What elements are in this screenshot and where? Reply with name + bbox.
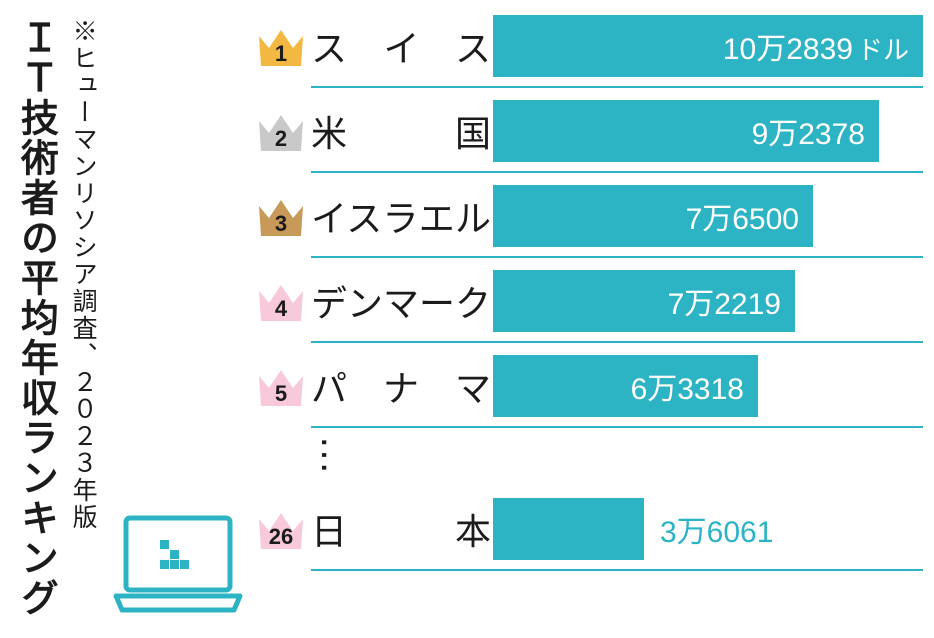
chart-title: ＩＴ技術者の平均年収ランキング: [10, 18, 59, 628]
ranking-row: 4 デンマーク 7万2219: [255, 265, 923, 337]
ellipsis: …: [255, 435, 923, 487]
chart-source: ※ヒューマンリソシア調査、２０２３年版: [65, 18, 99, 628]
country-name: パナマ: [311, 360, 491, 412]
country-name: スイス: [311, 20, 491, 72]
bar-value: 10万2839ドル: [723, 24, 909, 68]
rank-crown-icon: 2: [255, 107, 307, 155]
bar-value: 6万3318: [631, 364, 744, 408]
ranking-row: 26 日 本 3万6061: [255, 493, 923, 565]
bar-area: 10万2839ドル: [493, 15, 923, 77]
svg-text:1: 1: [275, 41, 287, 66]
row-underline: [311, 86, 923, 88]
rank-crown-icon: 3: [255, 192, 307, 240]
rank-crown-icon: 4: [255, 277, 307, 325]
bar-value: 3万6061: [660, 507, 773, 551]
svg-text:5: 5: [275, 381, 287, 406]
row-underline: [311, 171, 923, 173]
rank-crown-icon: 5: [255, 362, 307, 410]
row-underline: [311, 426, 923, 428]
country-name: イスラエル: [311, 190, 491, 242]
country-name: デンマーク: [311, 275, 491, 327]
bar-value: 7万6500: [686, 194, 799, 238]
rank-crown-icon: 26: [255, 505, 307, 553]
bar-value: 9万2378: [752, 109, 865, 153]
svg-text:26: 26: [269, 524, 293, 549]
rank-crown-icon: 1: [255, 22, 307, 70]
ranking-row: 1 スイス 10万2839ドル: [255, 10, 923, 82]
ranking-chart: 1 スイス 10万2839ドル 2 米 国 9万2378 3 イスラエル 7万6…: [255, 10, 923, 578]
ranking-row: 3 イスラエル 7万6500: [255, 180, 923, 252]
ranking-row: 2 米 国 9万2378: [255, 95, 923, 167]
ranking-row: 5 パナマ 6万3318: [255, 350, 923, 422]
bar-area: 6万3318: [493, 355, 923, 417]
country-name: 米 国: [311, 105, 491, 157]
svg-text:3: 3: [275, 211, 287, 236]
bar-area: 7万6500: [493, 185, 923, 247]
laptop-icon: [108, 510, 248, 620]
svg-text:2: 2: [275, 126, 287, 151]
svg-text:4: 4: [275, 296, 288, 321]
bar-area: 7万2219: [493, 270, 923, 332]
row-underline: [311, 341, 923, 343]
bar-area: 3万6061: [493, 498, 923, 560]
bar-value: 7万2219: [668, 279, 781, 323]
bar-area: 9万2378: [493, 100, 923, 162]
country-name: 日 本: [311, 503, 491, 555]
row-underline: [311, 256, 923, 258]
row-underline: [311, 569, 923, 571]
